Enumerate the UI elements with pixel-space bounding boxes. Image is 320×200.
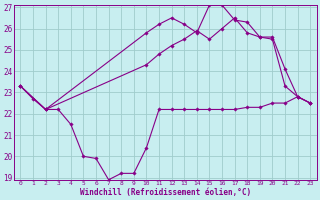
X-axis label: Windchill (Refroidissement éolien,°C): Windchill (Refroidissement éolien,°C) bbox=[80, 188, 251, 197]
